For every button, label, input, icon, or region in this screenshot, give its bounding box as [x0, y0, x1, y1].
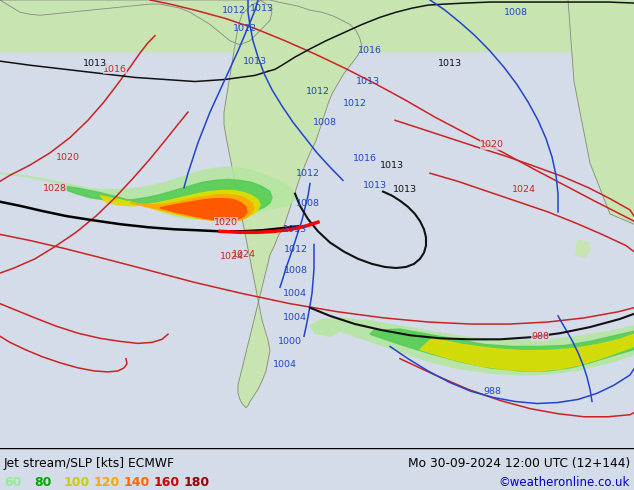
Text: 1012: 1012: [306, 87, 330, 96]
Text: 80: 80: [34, 476, 51, 489]
Text: ©weatheronline.co.uk: ©weatheronline.co.uk: [498, 476, 630, 489]
Text: 988: 988: [531, 332, 549, 341]
Text: 1013: 1013: [363, 181, 387, 190]
Text: 1016: 1016: [358, 47, 382, 55]
Text: 1020: 1020: [480, 140, 504, 149]
Polygon shape: [224, 0, 362, 408]
Text: 988: 988: [483, 387, 501, 396]
Text: 1008: 1008: [284, 266, 308, 274]
Text: 1012: 1012: [343, 99, 367, 108]
Text: 1013: 1013: [438, 59, 462, 68]
Text: 100: 100: [64, 476, 90, 489]
Polygon shape: [0, 0, 272, 45]
Polygon shape: [370, 329, 634, 371]
Text: 1008: 1008: [504, 8, 528, 17]
Polygon shape: [60, 179, 272, 218]
Polygon shape: [575, 241, 590, 257]
Text: 60: 60: [4, 476, 22, 489]
Text: 1004: 1004: [283, 314, 307, 322]
Text: 1004: 1004: [273, 360, 297, 369]
Text: 1000: 1000: [278, 337, 302, 346]
Polygon shape: [420, 334, 634, 371]
Text: 1028: 1028: [43, 184, 67, 193]
Text: 160: 160: [154, 476, 180, 489]
Text: 1024: 1024: [232, 250, 256, 259]
Text: 1012: 1012: [222, 6, 246, 15]
Polygon shape: [310, 318, 634, 375]
Text: 1013: 1013: [283, 225, 307, 234]
Text: 1013: 1013: [83, 59, 107, 68]
Text: 1016: 1016: [103, 65, 127, 74]
Text: 1008: 1008: [296, 199, 320, 208]
Polygon shape: [160, 199, 247, 220]
Text: 1008: 1008: [313, 118, 337, 127]
Text: 1012: 1012: [296, 169, 320, 178]
Polygon shape: [0, 167, 295, 219]
Text: 1013: 1013: [380, 161, 404, 170]
Text: 1004: 1004: [283, 289, 307, 298]
Text: 1012: 1012: [284, 245, 308, 254]
Text: 140: 140: [124, 476, 150, 489]
Polygon shape: [0, 0, 634, 51]
Text: 1020: 1020: [214, 218, 238, 227]
Polygon shape: [100, 191, 260, 220]
Text: 1016: 1016: [353, 154, 377, 164]
Text: 1013: 1013: [250, 3, 274, 13]
Text: 1013: 1013: [356, 77, 380, 86]
Text: 1013: 1013: [393, 185, 417, 194]
Text: 1024: 1024: [512, 185, 536, 194]
Text: 1020: 1020: [56, 153, 80, 163]
Text: 120: 120: [94, 476, 120, 489]
Polygon shape: [130, 195, 254, 221]
Text: 180: 180: [184, 476, 210, 489]
Text: 1013: 1013: [243, 57, 267, 66]
Polygon shape: [568, 0, 634, 224]
Text: Mo 30-09-2024 12:00 UTC (12+144): Mo 30-09-2024 12:00 UTC (12+144): [408, 458, 630, 470]
Text: 1012: 1012: [233, 24, 257, 33]
Text: 1024: 1024: [220, 252, 244, 261]
Text: Jet stream/SLP [kts] ECMWF: Jet stream/SLP [kts] ECMWF: [4, 458, 175, 470]
